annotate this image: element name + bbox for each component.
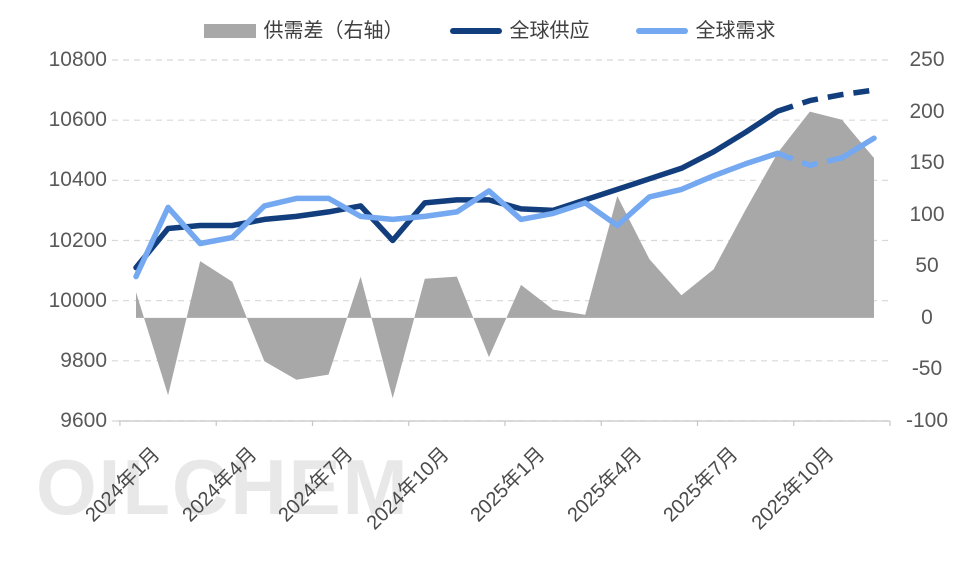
legend-label-demand: 全球需求 <box>695 20 776 42</box>
legend: 供需差（右轴） 全球供应 全球需求 <box>0 16 979 46</box>
legend-label-supply: 全球供应 <box>509 20 590 42</box>
demand-line-forecast <box>776 150 843 169</box>
line-swatch-icon <box>449 28 502 34</box>
watermark: OILCHEM <box>36 443 410 531</box>
legend-label-diff: 供需差（右轴） <box>263 20 404 42</box>
legend-item-supply[interactable]: 全球供应 <box>449 20 590 42</box>
legend-item-diff[interactable]: 供需差（右轴） <box>203 20 404 42</box>
legend-item-demand[interactable]: 全球需求 <box>635 20 776 42</box>
supply-line-forecast <box>776 87 875 114</box>
demand-line <box>839 135 877 161</box>
demand-line <box>133 150 781 280</box>
line-swatch-icon <box>635 28 688 34</box>
area-swatch-icon <box>203 24 256 38</box>
supply-demand-gap-area <box>136 111 874 399</box>
